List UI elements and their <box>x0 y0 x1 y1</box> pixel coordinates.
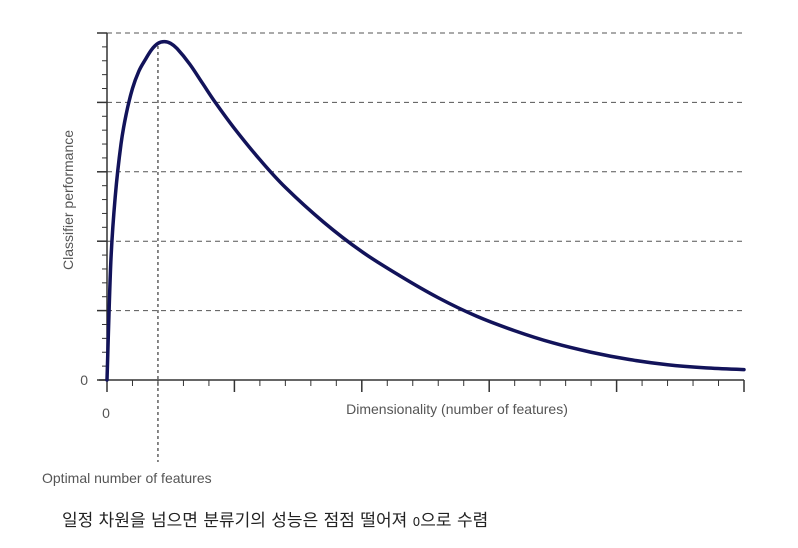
x-tick-label-0: 0 <box>102 405 110 421</box>
y-axis-label: Classifier performance <box>60 130 76 270</box>
axes <box>99 33 744 381</box>
chart: Classifier performance Dimensionality (n… <box>42 32 746 486</box>
caption-zero: 0 <box>412 515 421 529</box>
optimal-annotation: Optimal number of features <box>42 470 212 486</box>
y-tick-label-0: 0 <box>80 372 88 388</box>
x-axis-label: Dimensionality (number of features) <box>346 401 568 417</box>
caption-text-after: 으로 수렴 <box>420 511 489 531</box>
caption: 일정 차원을 넘으면 분류기의 성능은 점점 떨어져 0으로 수렴 <box>62 506 488 531</box>
performance-curve <box>105 39 746 382</box>
grid-lines <box>107 32 744 312</box>
caption-text-before: 일정 차원을 넘으면 분류기의 성능은 점점 떨어져 <box>62 511 413 531</box>
tick-marks <box>97 32 745 392</box>
